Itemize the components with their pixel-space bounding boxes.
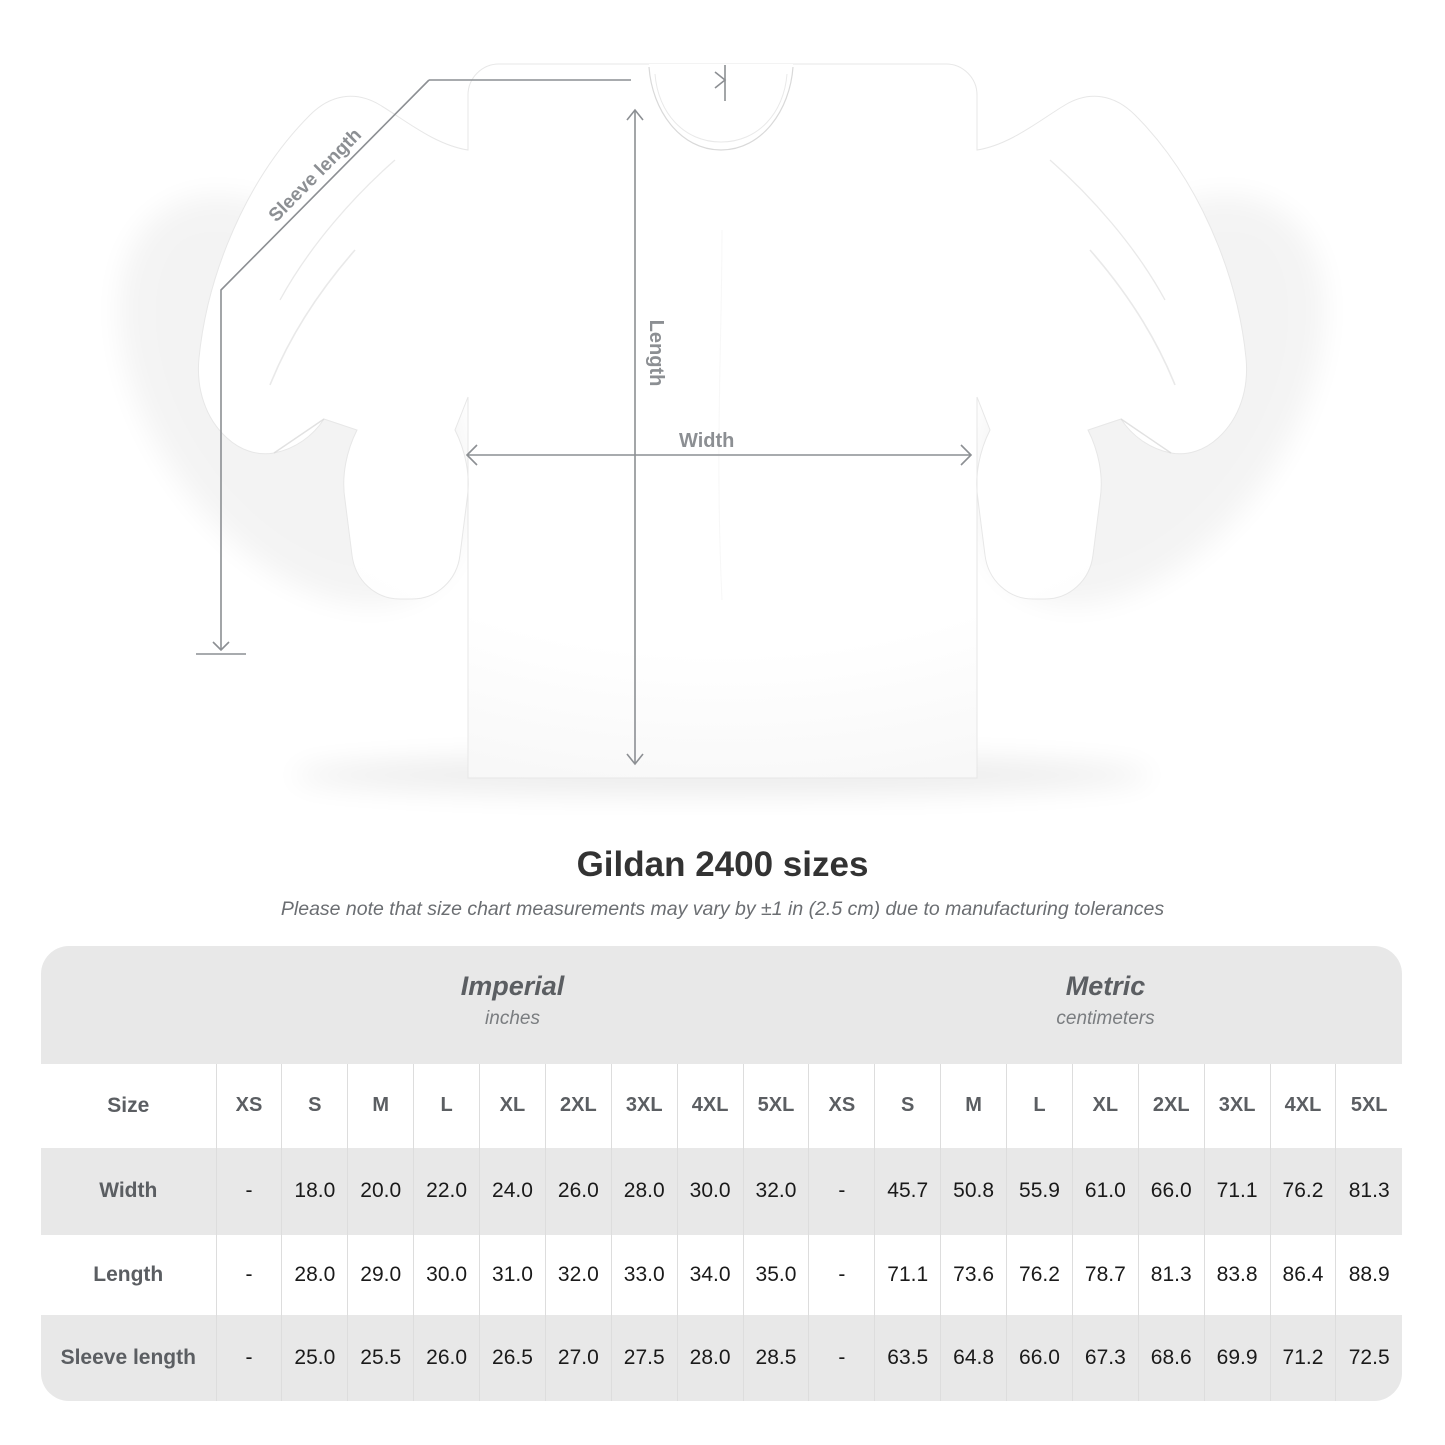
svg-text:Width: Width [679,430,734,452]
svg-text:Length: Length [645,320,667,387]
